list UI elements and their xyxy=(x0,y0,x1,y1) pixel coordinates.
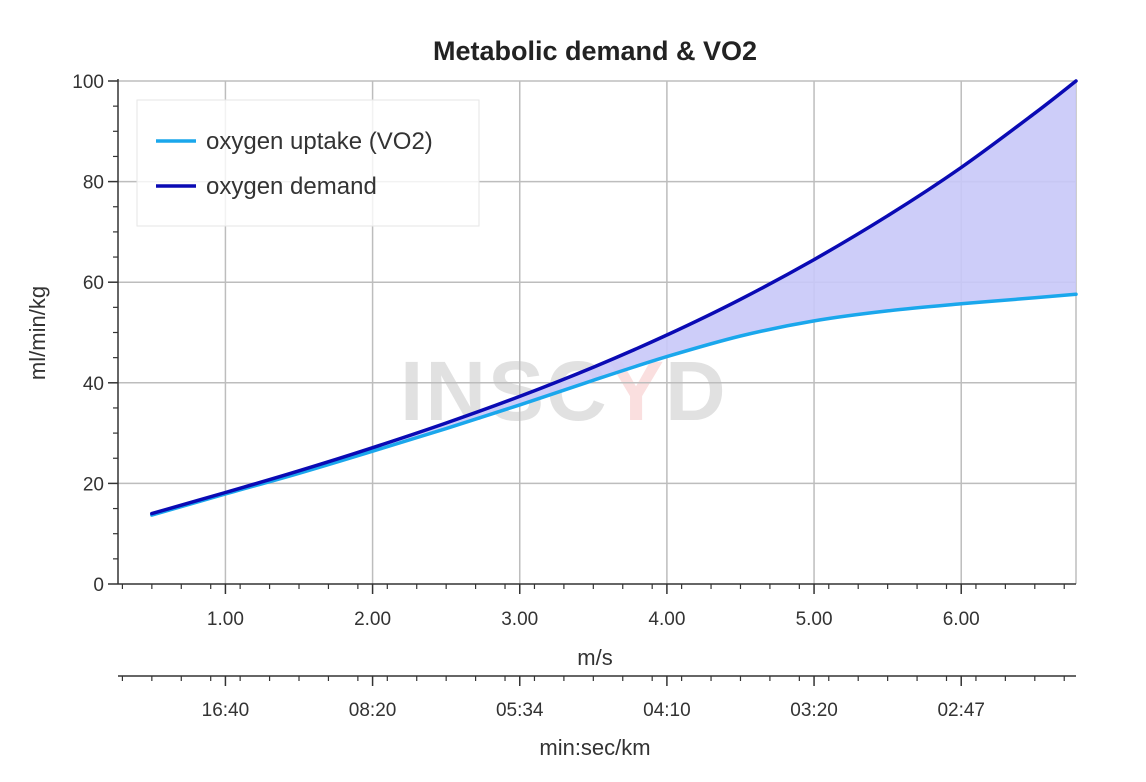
demand-uptake-gap-area xyxy=(151,81,1077,516)
x-tick-label: 1.00 xyxy=(207,609,244,630)
svg-text:D: D xyxy=(665,344,728,438)
chart-title: Metabolic demand & VO2 xyxy=(433,36,757,66)
secondary-x-axis-title: min:sec/km xyxy=(539,735,650,760)
legend-label-oxygen-uptake: oxygen uptake (VO2) xyxy=(206,128,433,155)
x-tick-label: 5.00 xyxy=(796,609,833,630)
y-tick-label: 40 xyxy=(83,374,104,395)
secondary-x-tick-label: 03:20 xyxy=(790,700,838,721)
x-tick-label: 4.00 xyxy=(648,609,685,630)
legend: oxygen uptake (VO2) oxygen demand xyxy=(136,99,480,227)
y-tick-label: 80 xyxy=(83,173,104,194)
svg-text:INSC: INSC xyxy=(400,344,609,438)
secondary-x-tick-label: 16:40 xyxy=(202,700,250,721)
series-line-oxygen-demand xyxy=(150,79,1078,516)
legend-label-oxygen-demand: oxygen demand xyxy=(206,173,377,200)
x-tick-label: 2.00 xyxy=(354,609,391,630)
y-tick-label: 20 xyxy=(83,474,104,495)
x-axis-title: m/s xyxy=(577,645,612,670)
secondary-x-tick-label: 04:10 xyxy=(643,700,691,721)
series-line-oxygen-uptake xyxy=(150,292,1078,517)
x-tick-label: 6.00 xyxy=(943,609,980,630)
secondary-x-tick-label: 08:20 xyxy=(349,700,397,721)
series-lines xyxy=(150,79,1078,517)
tick-marks xyxy=(108,80,1065,686)
y-tick-label: 100 xyxy=(72,72,104,93)
secondary-x-tick-label: 05:34 xyxy=(496,700,544,721)
y-tick-label: 0 xyxy=(93,575,104,596)
legend-box xyxy=(136,99,480,227)
axes xyxy=(117,79,1076,677)
tick-labels: 0 20 40 60 80 100 1.00 2.00 3.00 4.00 5.00 6.00 16:4… xyxy=(72,72,985,721)
y-tick-label: 60 xyxy=(83,273,104,294)
x-tick-label: 3.00 xyxy=(501,609,538,630)
y-axis-title: ml/min/kg xyxy=(25,286,50,380)
secondary-x-tick-label: 02:47 xyxy=(937,700,985,721)
